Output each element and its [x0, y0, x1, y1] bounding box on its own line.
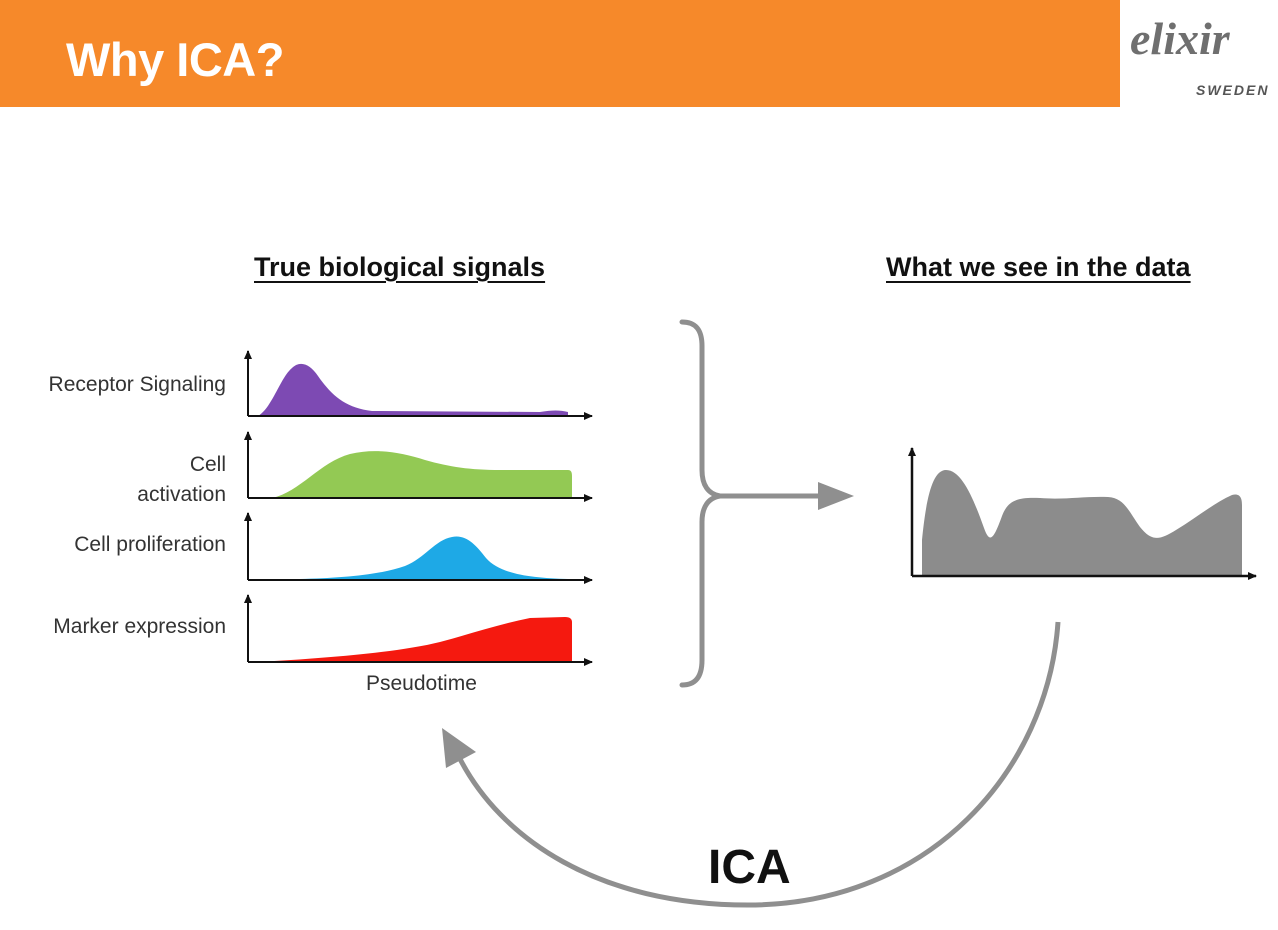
- elixir-logo: elixir SWEDEN: [1120, 0, 1278, 107]
- label-cell-activation: Cell activation: [137, 450, 226, 510]
- ica-arrow: [442, 621, 1061, 908]
- logo-main-text: elixir: [1130, 13, 1230, 64]
- observed-data-chart: [908, 447, 1257, 580]
- pseudotime-axis-label: Pseudotime: [366, 672, 477, 695]
- signal-chart-marker: [244, 594, 593, 666]
- right-heading: What we see in the data: [886, 252, 1191, 282]
- combine-arrow: [720, 482, 854, 510]
- activation-signal-curve: [272, 451, 572, 498]
- slide-title: Why ICA?: [66, 33, 284, 86]
- logo-sub-text: SWEDEN: [1196, 82, 1270, 98]
- label-cell-activation-line1: Cell: [189, 453, 226, 476]
- label-receptor-signaling: Receptor Signaling: [48, 373, 226, 396]
- label-marker-expression: Marker expression: [53, 615, 226, 638]
- signal-chart-receptor: [244, 350, 593, 420]
- label-cell-activation-line2: activation: [137, 483, 226, 506]
- marker-signal-curve: [258, 617, 572, 662]
- header-bar: Why ICA?: [0, 0, 1120, 107]
- curly-brace: [679, 319, 721, 688]
- label-cell-proliferation: Cell proliferation: [74, 533, 226, 556]
- signal-chart-activation: [244, 431, 593, 502]
- receptor-signal-curve: [258, 363, 568, 416]
- proliferation-signal-curve: [300, 536, 568, 579]
- observed-signal-curve: [922, 470, 1242, 575]
- left-heading: True biological signals: [254, 252, 546, 282]
- ica-label: ICA: [708, 841, 791, 894]
- signal-chart-proliferation: [244, 512, 593, 584]
